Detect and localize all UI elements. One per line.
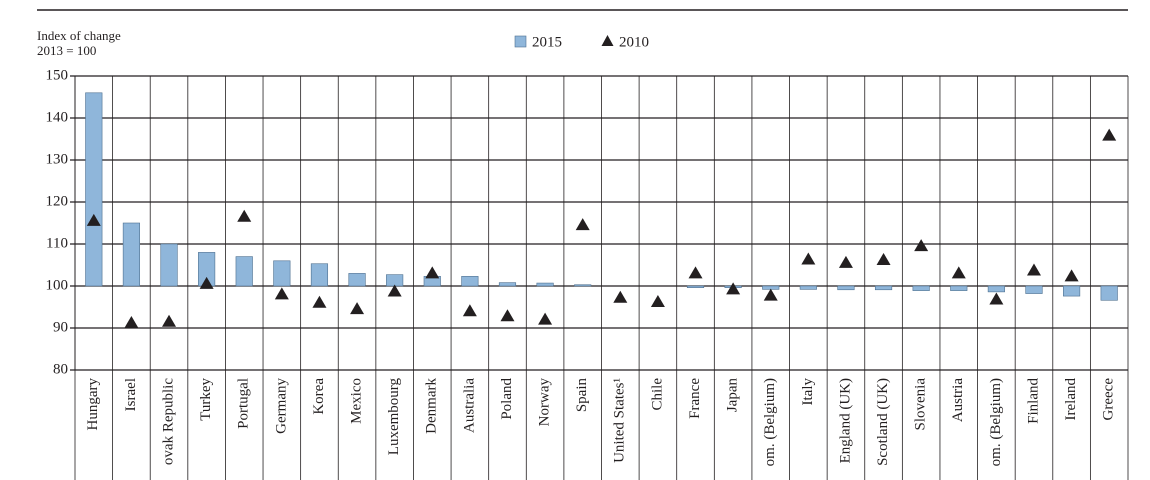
- legend-label: 2015: [532, 34, 562, 50]
- x-tick-label: Norway: [537, 378, 553, 427]
- marker: [124, 315, 139, 328]
- y-axis-label: Index of change: [37, 28, 121, 43]
- x-tick-label: Turkey: [198, 378, 214, 421]
- x-tick-label: Germany: [273, 378, 289, 434]
- marker: [989, 292, 1004, 305]
- y-tick-label: 100: [46, 277, 69, 293]
- bar: [987, 285, 1005, 293]
- marker: [650, 294, 665, 307]
- bar: [950, 285, 968, 291]
- marker: [726, 282, 741, 295]
- marker: [425, 266, 440, 279]
- marker: [538, 312, 553, 325]
- marker: [387, 284, 402, 297]
- bar: [799, 285, 817, 290]
- bar: [1063, 285, 1081, 297]
- bar: [912, 285, 930, 291]
- x-tick-label: Israel: [123, 378, 139, 411]
- legend-swatch: [601, 35, 614, 46]
- bar: [310, 263, 329, 287]
- x-tick-label: Korea: [311, 378, 327, 415]
- x-tick-label: ovak Republic: [160, 378, 176, 465]
- bar: [498, 282, 517, 287]
- x-tick-label: Slovenia: [913, 378, 929, 431]
- x-tick-label: Italy: [800, 378, 816, 406]
- x-tick-label: Hungary: [85, 378, 101, 431]
- x-tick-label: Poland: [499, 378, 515, 420]
- marker: [613, 290, 628, 303]
- marker: [763, 288, 778, 301]
- marker: [1064, 269, 1079, 282]
- x-tick-label: Greece: [1101, 378, 1117, 421]
- marker: [575, 218, 590, 231]
- marker: [462, 304, 477, 317]
- marker: [914, 239, 929, 252]
- x-tick-label: Chile: [649, 378, 665, 411]
- x-tick-label: Luxembourg: [386, 378, 402, 456]
- marker: [500, 309, 515, 322]
- y-axis-sublabel: 2013 = 100: [37, 43, 96, 58]
- x-tick-label: Denmark: [424, 378, 440, 434]
- bar: [686, 285, 705, 288]
- bar: [837, 285, 855, 291]
- y-tick-label: 80: [53, 361, 68, 377]
- x-tick-label: Ireland: [1063, 378, 1079, 421]
- bar: [85, 92, 103, 287]
- x-tick-label: Finland: [1025, 378, 1041, 424]
- y-tick-label: 90: [53, 319, 68, 335]
- marker: [1026, 263, 1041, 276]
- y-tick-label: 130: [46, 151, 69, 167]
- y-tick-label: 120: [46, 193, 69, 209]
- x-tick-label: Austria: [950, 378, 966, 423]
- x-tick-label: Scotland (UK): [875, 378, 891, 466]
- marker: [801, 252, 816, 265]
- marker: [1102, 128, 1117, 141]
- marker: [86, 213, 101, 226]
- y-tick-label: 150: [46, 67, 69, 83]
- marker: [951, 266, 966, 279]
- x-tick-label: England (UK): [837, 378, 853, 463]
- marker: [274, 287, 289, 300]
- bar: [574, 284, 592, 287]
- marker: [876, 252, 891, 265]
- bar: [160, 243, 178, 287]
- x-tick-label: Portugal: [236, 378, 252, 429]
- x-tick-label: om. (Belgium): [762, 378, 778, 466]
- bar: [1100, 285, 1118, 301]
- y-tick-label: 140: [46, 109, 69, 125]
- bar: [386, 274, 404, 287]
- x-tick-label: Australia: [461, 378, 477, 433]
- bar: [122, 222, 140, 287]
- marker: [350, 302, 365, 315]
- bar: [536, 282, 554, 287]
- bar: [235, 256, 253, 287]
- x-tick-label: Japan: [725, 378, 741, 413]
- legend-label: 2010: [619, 34, 649, 50]
- bar: [461, 276, 479, 287]
- x-tick-label: United States¹: [612, 378, 628, 463]
- bar: [874, 285, 893, 291]
- legend-swatch: [514, 35, 527, 48]
- x-tick-label: om. (Belgium): [988, 378, 1004, 466]
- marker: [199, 276, 214, 289]
- x-tick-label: France: [687, 378, 703, 419]
- bar: [1025, 285, 1043, 294]
- marker: [838, 255, 853, 268]
- bar: [273, 260, 291, 287]
- marker: [312, 295, 327, 308]
- x-tick-label: Mexico: [348, 378, 364, 424]
- y-tick-label: 110: [46, 235, 68, 251]
- marker: [162, 314, 177, 327]
- marker: [237, 209, 252, 222]
- marker: [688, 266, 703, 279]
- bar: [348, 273, 366, 287]
- x-tick-label: Spain: [574, 378, 590, 413]
